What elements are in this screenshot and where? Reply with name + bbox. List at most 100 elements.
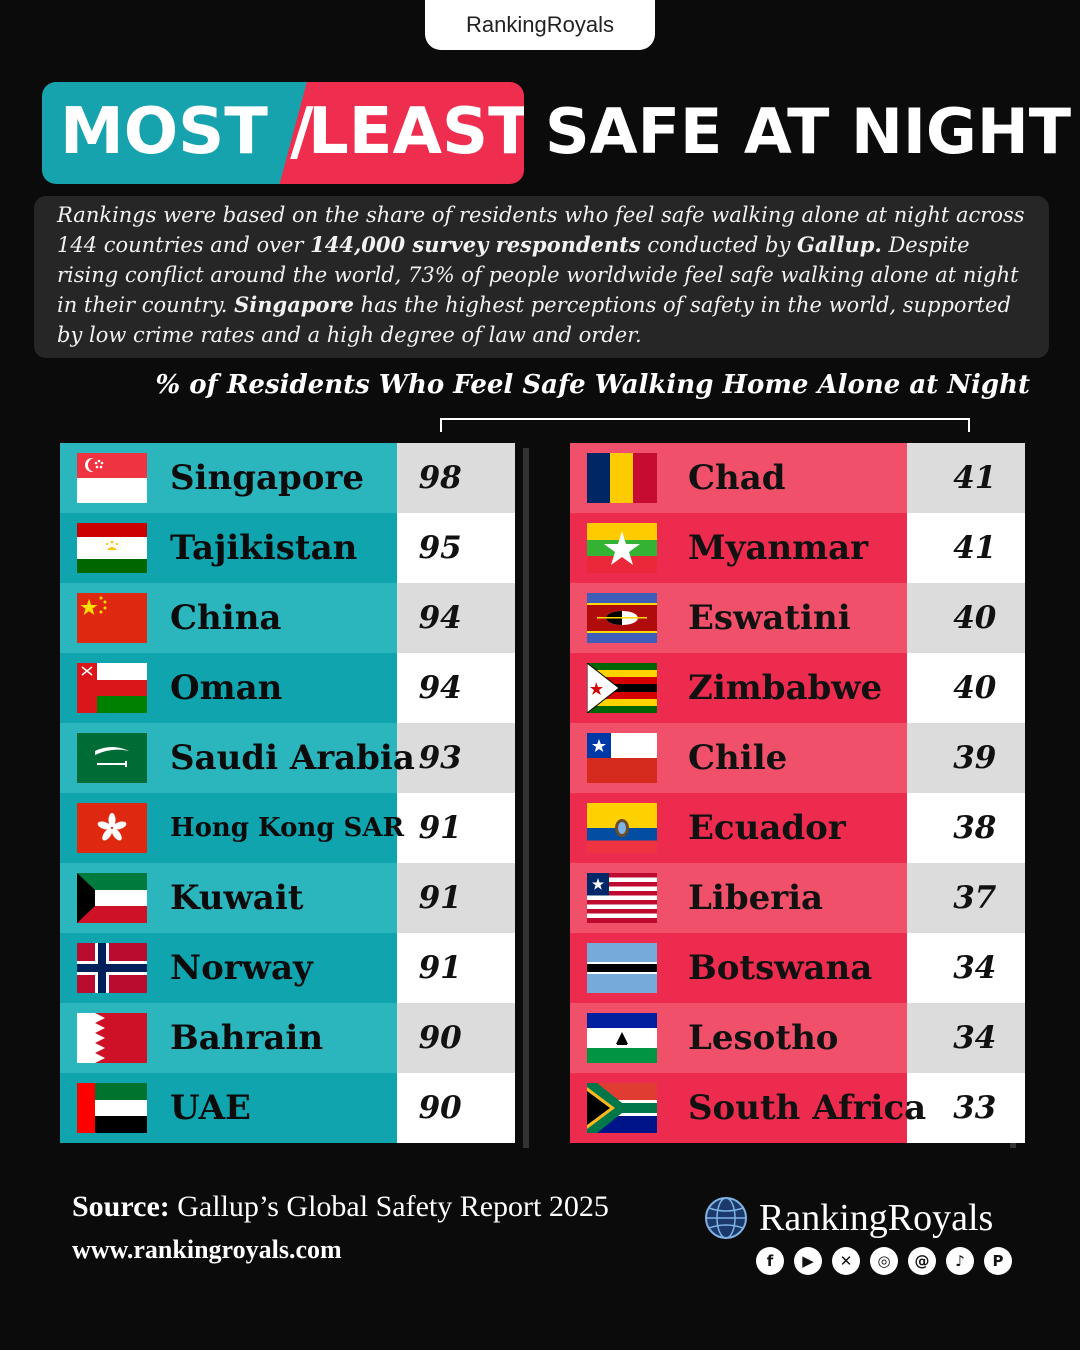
brand-tab: RankingRoyals (425, 0, 655, 50)
value-cell: 95 (396, 513, 515, 583)
least-safe-table: Chad 41 Myanmar 41 Eswatini 40 Zimbabwe 40 Chile… (570, 443, 1025, 1143)
country-name: Chile (688, 738, 788, 778)
country-cell: Zimbabwe (570, 653, 907, 723)
table-row: Kuwait 91 (60, 863, 515, 933)
country-name: Botswana (688, 948, 873, 988)
youtube-icon[interactable]: ▶ (794, 1247, 822, 1275)
hong-kong-flag-icon (77, 803, 147, 853)
title-least: LEAST (308, 95, 524, 169)
description-text: has the highest perceptions of safety in… (57, 293, 1011, 347)
value-cell: 38 (906, 793, 1025, 863)
value-cell: 34 (906, 933, 1025, 1003)
country-cell: Chile (570, 723, 907, 793)
tiktok-icon[interactable]: ♪ (946, 1247, 974, 1275)
chile-flag-icon (587, 733, 657, 783)
country-name: Liberia (688, 878, 824, 918)
country-cell: Saudi Arabia (60, 723, 415, 793)
country-cell: Bahrain (60, 1003, 397, 1073)
table-row: Liberia 37 (570, 863, 1025, 933)
table-row: Chile 39 (570, 723, 1025, 793)
country-cell: Botswana (570, 933, 907, 1003)
value-cell: 91 (396, 863, 515, 933)
table-row: Eswatini 40 (570, 583, 1025, 653)
globe-logo-icon (705, 1197, 747, 1239)
country-cell: Lesotho (570, 1003, 907, 1073)
singapore-flag-icon (77, 453, 147, 503)
value-cell: 93 (396, 723, 515, 793)
kuwait-flag-icon (77, 873, 147, 923)
myanmar-flag-icon (587, 523, 657, 573)
tajikistan-flag-icon (77, 523, 147, 573)
most-safe-table: Singapore 98 Tajikistan 95 China 94 Oman 94 Saud… (60, 443, 515, 1143)
table-row: Saudi Arabia 93 (60, 723, 515, 793)
description-box: Rankings were based on the share of resi… (34, 196, 1049, 358)
country-name: Singapore (170, 458, 364, 498)
country-name: Hong Kong SAR (170, 813, 405, 843)
table-row: Myanmar 41 (570, 513, 1025, 583)
title-most: MOST / (60, 95, 314, 169)
title-safe-at-night: SAFE AT NIGHT (545, 95, 1072, 168)
instagram-icon[interactable]: ◎ (870, 1247, 898, 1275)
south-africa-flag-icon (587, 1083, 657, 1133)
country-name: Tajikistan (170, 528, 358, 568)
description-bold: 144,000 survey respondents (310, 232, 641, 257)
description-bold: Singapore (234, 292, 354, 317)
zimbabwe-flag-icon (587, 663, 657, 713)
bracket-decoration (440, 418, 970, 432)
oman-flag-icon (77, 663, 147, 713)
chad-flag-icon (587, 453, 657, 503)
value-cell: 94 (396, 653, 515, 723)
table-row: Oman 94 (60, 653, 515, 723)
table-row: Bahrain 90 (60, 1003, 515, 1073)
value-cell: 34 (906, 1003, 1025, 1073)
country-name: China (170, 598, 282, 638)
lesotho-flag-icon (587, 1013, 657, 1063)
country-cell: Kuwait (60, 863, 397, 933)
value-cell: 98 (396, 443, 515, 513)
logo-text: RankingRoyals (759, 1197, 994, 1239)
country-cell: Hong Kong SAR (60, 793, 404, 863)
table-row: Singapore 98 (60, 443, 515, 513)
table-row: Tajikistan 95 (60, 513, 515, 583)
table-row: Hong Kong SAR 91 (60, 793, 515, 863)
value-cell: 90 (396, 1003, 515, 1073)
value-cell: 91 (396, 793, 515, 863)
social-icons: f ▶ ✕ ◎ @ ♪ P (756, 1247, 1012, 1275)
value-cell: 41 (906, 513, 1025, 583)
table-row: UAE 90 (60, 1073, 515, 1143)
country-cell: Eswatini (570, 583, 907, 653)
china-flag-icon (77, 593, 147, 643)
source-label: Source: (72, 1190, 170, 1223)
pinterest-icon[interactable]: P (984, 1247, 1012, 1275)
country-name: Eswatini (688, 598, 851, 638)
website-url[interactable]: www.rankingroyals.com (72, 1235, 342, 1264)
threads-icon[interactable]: @ (908, 1247, 936, 1275)
country-cell: Myanmar (570, 513, 907, 583)
country-name: Saudi Arabia (170, 738, 415, 778)
value-cell: 94 (396, 583, 515, 653)
country-name: Zimbabwe (688, 668, 883, 708)
facebook-icon[interactable]: f (756, 1247, 784, 1275)
description-text: conducted by (640, 233, 797, 257)
x-icon[interactable]: ✕ (832, 1247, 860, 1275)
description-bold: Gallup. (797, 232, 882, 257)
value-cell: 41 (906, 443, 1025, 513)
source-text: Gallup’s Global Safety Report 2025 (169, 1190, 609, 1223)
table-row: Chad 41 (570, 443, 1025, 513)
value-cell: 90 (396, 1073, 515, 1143)
description-text: Rankings were based on the share of resi… (57, 203, 1025, 257)
country-name: Norway (170, 948, 313, 988)
uae-flag-icon (77, 1083, 147, 1133)
table-row: Ecuador 38 (570, 793, 1025, 863)
country-cell: Liberia (570, 863, 907, 933)
table-row: Zimbabwe 40 (570, 653, 1025, 723)
saudi-arabia-flag-icon (77, 733, 147, 783)
country-cell: Norway (60, 933, 397, 1003)
country-name: South Africa (688, 1088, 927, 1128)
country-name: Chad (688, 458, 786, 498)
table-row: South Africa 33 (570, 1073, 1025, 1143)
value-cell: 91 (396, 933, 515, 1003)
country-cell: Ecuador (570, 793, 907, 863)
table-shadow-left (523, 448, 529, 1148)
country-name: Ecuador (688, 808, 846, 848)
